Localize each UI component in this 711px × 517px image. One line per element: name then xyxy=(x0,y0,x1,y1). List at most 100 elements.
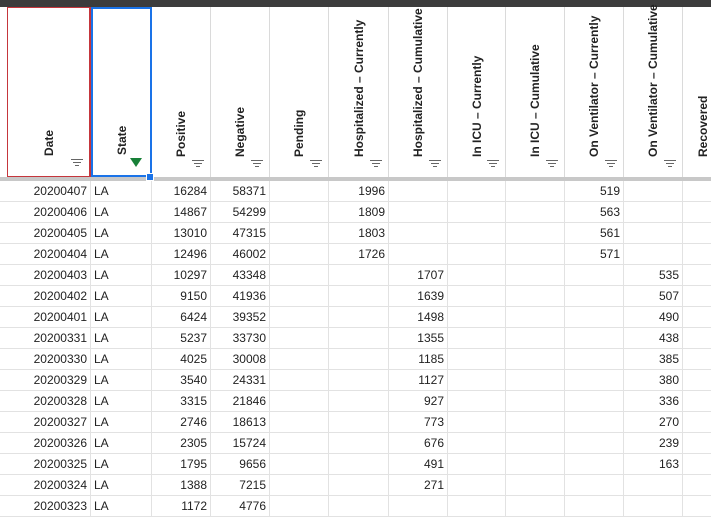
table-cell[interactable]: LA xyxy=(91,286,152,307)
table-cell[interactable] xyxy=(683,202,711,223)
table-cell[interactable]: 4025 xyxy=(152,349,211,370)
table-cell[interactable] xyxy=(389,223,448,244)
table-cell[interactable] xyxy=(683,496,711,517)
table-cell[interactable]: 12496 xyxy=(152,244,211,265)
table-cell[interactable]: 490 xyxy=(624,307,683,328)
table-cell[interactable] xyxy=(270,328,329,349)
column-header[interactable]: Positive xyxy=(152,7,211,177)
table-cell[interactable]: 20200325 xyxy=(7,454,91,475)
table-cell[interactable]: 33730 xyxy=(211,328,270,349)
table-cell[interactable]: 927 xyxy=(389,391,448,412)
column-header[interactable]: In ICU – Cumulative xyxy=(506,7,565,177)
table-cell[interactable]: 1803 xyxy=(329,223,389,244)
table-cell[interactable]: LA xyxy=(91,412,152,433)
table-cell[interactable] xyxy=(329,496,389,517)
table-cell[interactable] xyxy=(329,475,389,496)
table-cell[interactable] xyxy=(270,412,329,433)
table-cell[interactable] xyxy=(448,202,506,223)
table-cell[interactable]: 491 xyxy=(389,454,448,475)
table-cell[interactable]: 7215 xyxy=(211,475,270,496)
table-cell[interactable]: 239 xyxy=(624,433,683,454)
table-cell[interactable] xyxy=(624,223,683,244)
table-cell[interactable] xyxy=(329,349,389,370)
table-cell[interactable] xyxy=(565,454,624,475)
filter-active-icon[interactable] xyxy=(130,158,142,167)
table-cell[interactable] xyxy=(270,202,329,223)
table-cell[interactable] xyxy=(683,412,711,433)
table-cell[interactable] xyxy=(506,370,565,391)
table-cell[interactable]: 20200407 xyxy=(7,181,91,202)
table-cell[interactable] xyxy=(565,265,624,286)
table-cell[interactable]: 1388 xyxy=(152,475,211,496)
table-cell[interactable] xyxy=(270,349,329,370)
table-cell[interactable] xyxy=(506,496,565,517)
filter-icon[interactable] xyxy=(664,160,676,170)
table-cell[interactable] xyxy=(506,328,565,349)
table-cell[interactable]: 1726 xyxy=(329,244,389,265)
table-cell[interactable]: LA xyxy=(91,349,152,370)
table-cell[interactable]: 20200329 xyxy=(7,370,91,391)
table-cell[interactable] xyxy=(506,391,565,412)
table-cell[interactable] xyxy=(329,433,389,454)
table-cell[interactable] xyxy=(329,307,389,328)
table-cell[interactable]: 20200402 xyxy=(7,286,91,307)
filter-icon[interactable] xyxy=(370,160,382,170)
table-cell[interactable] xyxy=(270,454,329,475)
table-cell[interactable]: 18613 xyxy=(211,412,270,433)
table-cell[interactable]: 385 xyxy=(624,349,683,370)
table-cell[interactable]: 20200401 xyxy=(7,307,91,328)
table-cell[interactable]: LA xyxy=(91,244,152,265)
table-cell[interactable] xyxy=(329,328,389,349)
table-cell[interactable]: LA xyxy=(91,223,152,244)
table-cell[interactable] xyxy=(565,328,624,349)
table-cell[interactable]: 13010 xyxy=(152,223,211,244)
table-cell[interactable] xyxy=(624,475,683,496)
table-cell[interactable] xyxy=(565,412,624,433)
table-cell[interactable] xyxy=(448,475,506,496)
table-cell[interactable] xyxy=(506,307,565,328)
table-cell[interactable] xyxy=(448,307,506,328)
table-cell[interactable]: 773 xyxy=(389,412,448,433)
table-cell[interactable]: 43348 xyxy=(211,265,270,286)
table-cell[interactable]: 1498 xyxy=(389,307,448,328)
table-cell[interactable] xyxy=(683,370,711,391)
table-cell[interactable]: 20200324 xyxy=(7,475,91,496)
table-cell[interactable] xyxy=(448,433,506,454)
table-cell[interactable] xyxy=(624,202,683,223)
column-header[interactable]: Hospitalized – Cumulative xyxy=(389,7,448,177)
filter-icon[interactable] xyxy=(429,160,441,170)
table-cell[interactable] xyxy=(448,223,506,244)
table-cell[interactable]: 438 xyxy=(624,328,683,349)
table-cell[interactable]: 535 xyxy=(624,265,683,286)
table-cell[interactable] xyxy=(683,433,711,454)
table-cell[interactable] xyxy=(448,496,506,517)
table-cell[interactable] xyxy=(506,202,565,223)
table-cell[interactable]: 54299 xyxy=(211,202,270,223)
table-cell[interactable] xyxy=(683,475,711,496)
table-cell[interactable]: 1795 xyxy=(152,454,211,475)
column-header[interactable]: In ICU – Currently xyxy=(448,7,506,177)
table-cell[interactable]: 15724 xyxy=(211,433,270,454)
column-header[interactable]: Hospitalized – Currently xyxy=(329,7,389,177)
filter-icon[interactable] xyxy=(251,160,263,170)
table-cell[interactable] xyxy=(565,496,624,517)
table-cell[interactable] xyxy=(448,370,506,391)
table-cell[interactable] xyxy=(448,349,506,370)
table-cell[interactable]: 47315 xyxy=(211,223,270,244)
table-cell[interactable] xyxy=(270,265,329,286)
table-cell[interactable]: 519 xyxy=(565,181,624,202)
table-cell[interactable] xyxy=(565,391,624,412)
filter-icon[interactable] xyxy=(310,160,322,170)
table-cell[interactable] xyxy=(683,223,711,244)
table-cell[interactable]: 5237 xyxy=(152,328,211,349)
column-header[interactable]: State xyxy=(91,7,152,177)
table-cell[interactable]: 20200330 xyxy=(7,349,91,370)
table-cell[interactable]: 507 xyxy=(624,286,683,307)
table-cell[interactable] xyxy=(506,433,565,454)
table-cell[interactable] xyxy=(683,349,711,370)
table-cell[interactable]: 9656 xyxy=(211,454,270,475)
table-cell[interactable]: 41936 xyxy=(211,286,270,307)
table-cell[interactable] xyxy=(683,307,711,328)
table-cell[interactable] xyxy=(683,391,711,412)
table-cell[interactable] xyxy=(448,454,506,475)
